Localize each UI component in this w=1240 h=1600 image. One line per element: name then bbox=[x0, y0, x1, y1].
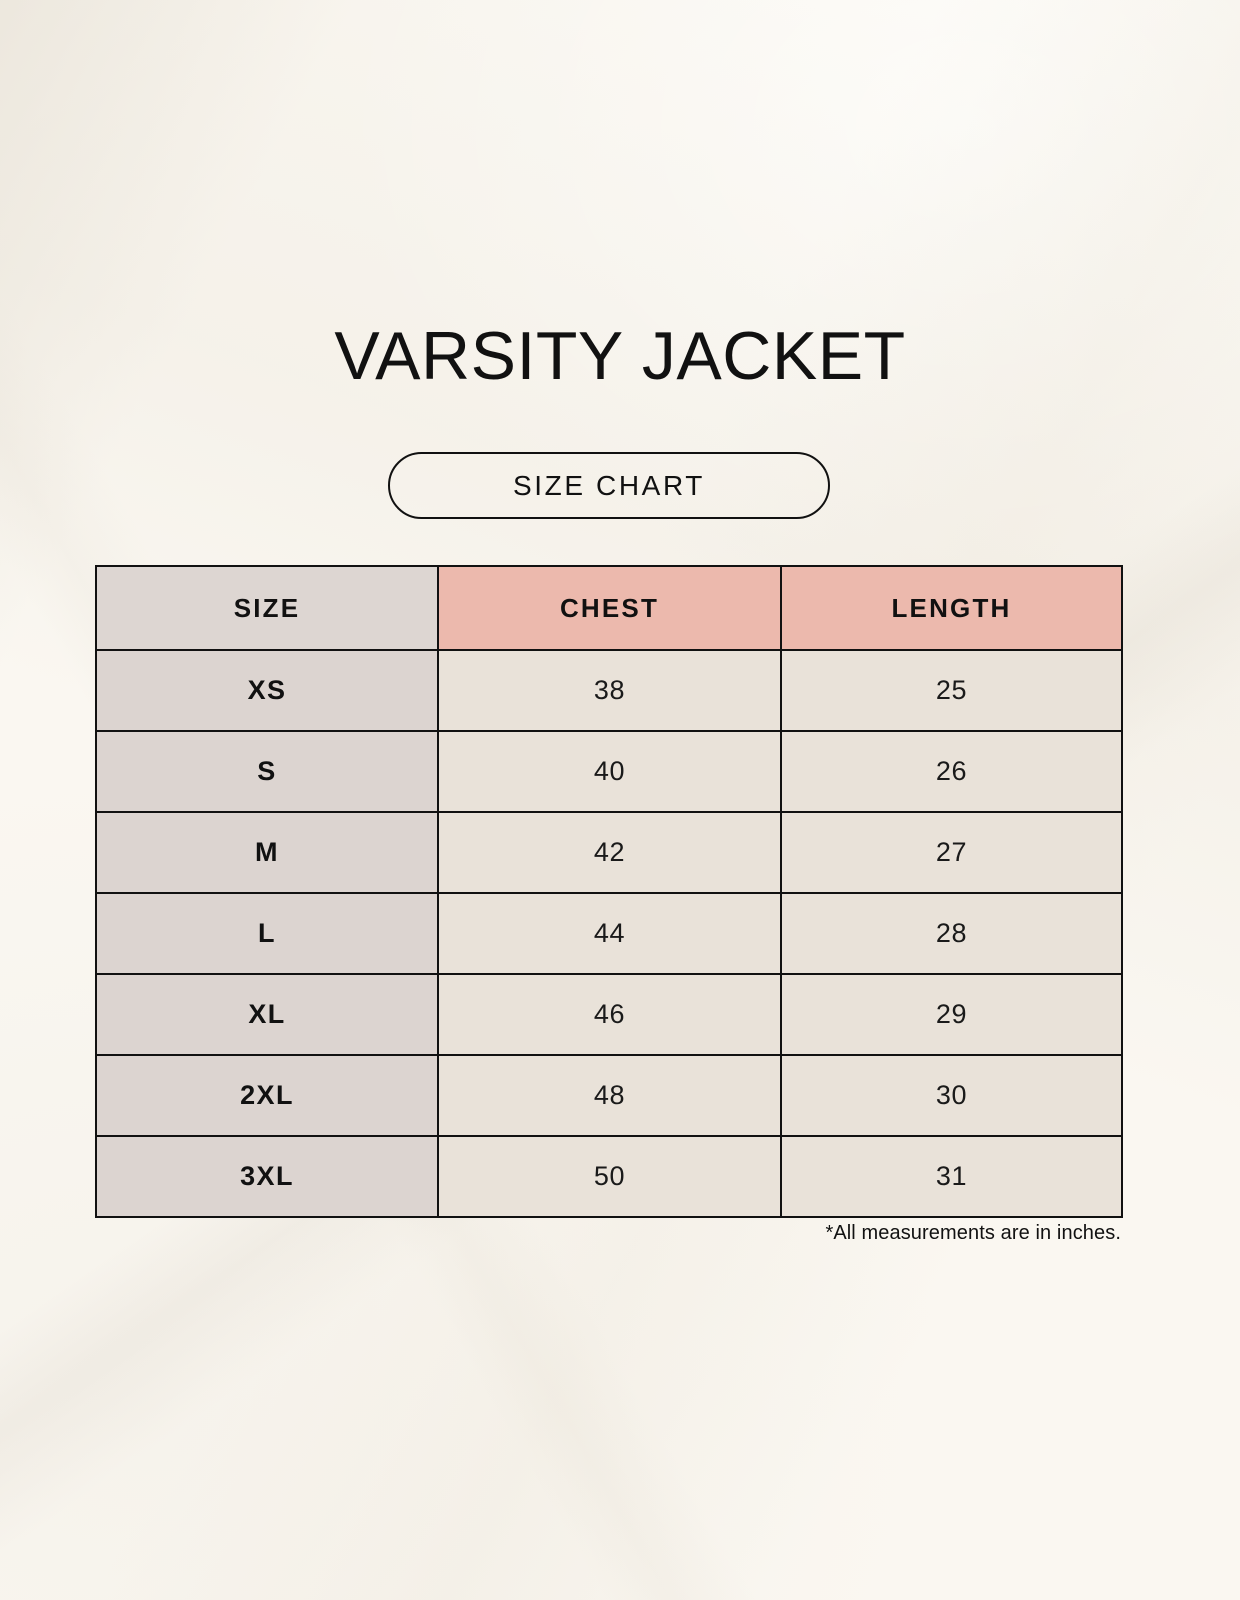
table-row: XL 46 29 bbox=[95, 973, 1123, 1056]
table-row: 2XL 48 30 bbox=[95, 1054, 1123, 1137]
column-header-length: LENGTH bbox=[780, 565, 1123, 651]
cell-size: XS bbox=[95, 649, 439, 732]
table-row: L 44 28 bbox=[95, 892, 1123, 975]
table-row: M 42 27 bbox=[95, 811, 1123, 894]
table-row: 3XL 50 31 bbox=[95, 1135, 1123, 1218]
cell-length: 25 bbox=[780, 649, 1123, 732]
table-header-row: SIZE CHEST LENGTH bbox=[95, 565, 1123, 651]
column-header-size: SIZE bbox=[95, 565, 439, 651]
cell-size: L bbox=[95, 892, 439, 975]
cell-size: XL bbox=[95, 973, 439, 1056]
table-row: S 40 26 bbox=[95, 730, 1123, 813]
cell-length: 26 bbox=[780, 730, 1123, 813]
cell-length: 30 bbox=[780, 1054, 1123, 1137]
cell-chest: 48 bbox=[437, 1054, 782, 1137]
table-header: SIZE CHEST LENGTH bbox=[95, 565, 1123, 651]
page-title: VARSITY JACKET bbox=[334, 318, 906, 394]
table-body: XS 38 25 S 40 26 M 42 27 L 44 28 XL 46 bbox=[95, 649, 1123, 1218]
cell-chest: 50 bbox=[437, 1135, 782, 1218]
cell-length: 27 bbox=[780, 811, 1123, 894]
cell-size: S bbox=[95, 730, 439, 813]
size-chart-table: SIZE CHEST LENGTH XS 38 25 S 40 26 M 42 … bbox=[95, 565, 1123, 1218]
table-row: XS 38 25 bbox=[95, 649, 1123, 732]
size-chart-badge-label: SIZE CHART bbox=[513, 469, 705, 501]
cell-size: M bbox=[95, 811, 439, 894]
cell-size: 3XL bbox=[95, 1135, 439, 1218]
cell-size: 2XL bbox=[95, 1054, 439, 1137]
cell-chest: 46 bbox=[437, 973, 782, 1056]
cell-chest: 42 bbox=[437, 811, 782, 894]
cell-length: 29 bbox=[780, 973, 1123, 1056]
size-chart-badge: SIZE CHART bbox=[388, 452, 830, 519]
measurement-unit-footnote: *All measurements are in inches. bbox=[825, 1222, 1121, 1244]
column-header-chest: CHEST bbox=[437, 565, 782, 651]
cell-length: 28 bbox=[780, 892, 1123, 975]
cell-chest: 40 bbox=[437, 730, 782, 813]
cell-chest: 44 bbox=[437, 892, 782, 975]
cell-chest: 38 bbox=[437, 649, 782, 732]
cell-length: 31 bbox=[780, 1135, 1123, 1218]
